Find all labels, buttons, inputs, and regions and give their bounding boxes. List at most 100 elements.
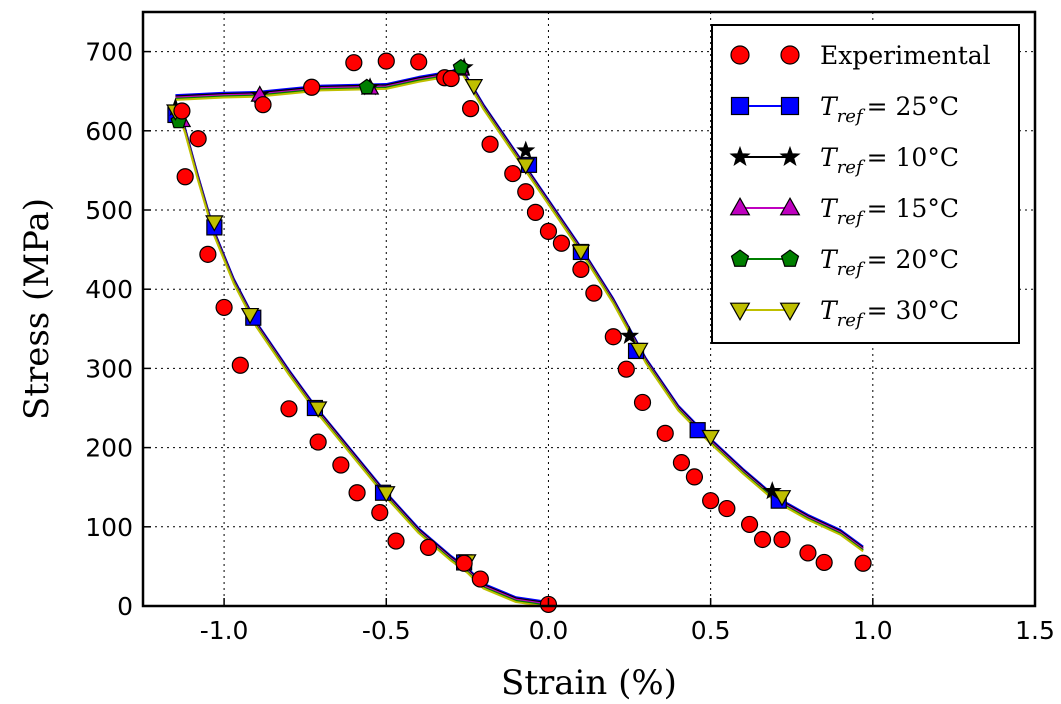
legend-box (711, 24, 1020, 344)
experimental-point (799, 544, 817, 562)
experimental-point (539, 222, 558, 240)
x-tick-label: 1.0 (853, 616, 893, 645)
experimental-point (504, 164, 522, 183)
y-tick-label: 200 (85, 434, 133, 463)
y-tick-label: 300 (85, 354, 133, 383)
experimental-point (481, 135, 499, 153)
y-tick-label: 500 (85, 196, 133, 225)
experimental-point (526, 203, 545, 221)
experimental-point (656, 424, 674, 442)
legend-label: Tref = 15°C (820, 194, 959, 229)
legend-label: Tref = 30°C (820, 296, 959, 331)
series-point (571, 244, 591, 262)
x-tick-label: 0.0 (529, 616, 569, 645)
data-markers (165, 52, 872, 614)
y-axis-ticks: 0 100 200 300 400 500 600 700 (85, 38, 151, 621)
experimental-point (173, 102, 191, 120)
legend-entry: Tref = 15°C (729, 194, 959, 229)
experimental-point (309, 433, 327, 451)
x-tick-label: -0.5 (362, 616, 411, 645)
experimental-point (371, 503, 389, 522)
x-tick-label: 1.5 (1015, 616, 1055, 645)
legend-marker (730, 45, 750, 65)
legend-marker (780, 249, 800, 267)
experimental-point (572, 260, 590, 278)
series-point (358, 78, 376, 95)
legend-entry: Tref = 10°C (729, 143, 959, 178)
x-axis-ticks: -1.0 -0.5 0.0 0.5 1.0 1.5 (200, 598, 1055, 645)
curve-upper (175, 65, 462, 97)
legend-label: Tref = 10°C (820, 143, 959, 178)
curve-upper (175, 69, 462, 100)
experimental-point (617, 360, 635, 378)
experimental-point (672, 454, 691, 472)
y-tick-label: 700 (85, 38, 133, 67)
curve-upper (175, 68, 462, 99)
curve-upper (175, 70, 462, 101)
series-point (308, 401, 328, 418)
experimental-point (199, 245, 217, 263)
legend-marker (780, 96, 800, 116)
experimental-point (332, 456, 350, 474)
experimental-point (254, 96, 272, 114)
experimental-point (718, 499, 736, 518)
legend-marker (779, 302, 801, 321)
experimental-point (231, 356, 249, 374)
series-point (240, 307, 260, 325)
series-point (620, 325, 640, 345)
series-point (452, 58, 470, 75)
series-point (629, 342, 649, 360)
experimental-point (176, 168, 194, 186)
experimental-point (377, 52, 395, 70)
legend-entry: Tref = 25°C (730, 92, 959, 127)
experimental-point (455, 554, 473, 572)
legend-marker (730, 249, 750, 267)
experimental-point (685, 468, 704, 486)
legend-label: Experimental (820, 41, 991, 70)
experimental-point (303, 78, 321, 96)
legend-marker (729, 145, 751, 166)
experimental-point (753, 530, 772, 549)
experimental-point (345, 54, 363, 72)
experimental-point (517, 183, 535, 201)
experimental-point (815, 553, 833, 572)
legend-marker (779, 145, 801, 166)
curve-reload (174, 105, 549, 608)
series-point (464, 79, 484, 96)
experimental-point (410, 53, 428, 71)
plot-frame (141, 10, 1037, 608)
experimental-point (740, 515, 759, 534)
experimental-point (585, 284, 603, 302)
experimental-point (633, 393, 652, 412)
experimental-point (462, 100, 480, 118)
legend-entry: Tref = 30°C (729, 296, 959, 331)
legend-marker (730, 96, 750, 116)
experimental-point (773, 530, 791, 549)
experimental-point (348, 484, 366, 502)
experimental-point (471, 570, 489, 588)
y-tick-label: 600 (85, 117, 133, 146)
series-point (516, 158, 536, 175)
x-axis-title: Strain (%) (501, 663, 677, 703)
experimental-point (189, 130, 207, 148)
x-tick-label: 0.5 (691, 616, 731, 645)
experimental-point (702, 492, 720, 510)
x-tick-label: -1.0 (200, 616, 249, 645)
legend-marker (779, 197, 801, 216)
y-axis-title: Stress (MPa) (17, 198, 57, 420)
y-tick-label: 100 (85, 513, 133, 542)
experimental-point (387, 532, 405, 550)
curve-upper (175, 66, 462, 98)
legend-label: Tref = 20°C (820, 245, 959, 280)
series-point (376, 486, 396, 503)
series-point (701, 429, 720, 447)
series-point (205, 215, 224, 232)
legend-entry: Experimental (730, 41, 991, 70)
experimental-point (854, 554, 872, 572)
experimental-point (419, 538, 438, 556)
legend-label: Tref = 25°C (820, 92, 959, 127)
curve-reload (174, 102, 549, 606)
y-tick-label: 400 (85, 275, 133, 304)
legend-marker (729, 197, 751, 216)
